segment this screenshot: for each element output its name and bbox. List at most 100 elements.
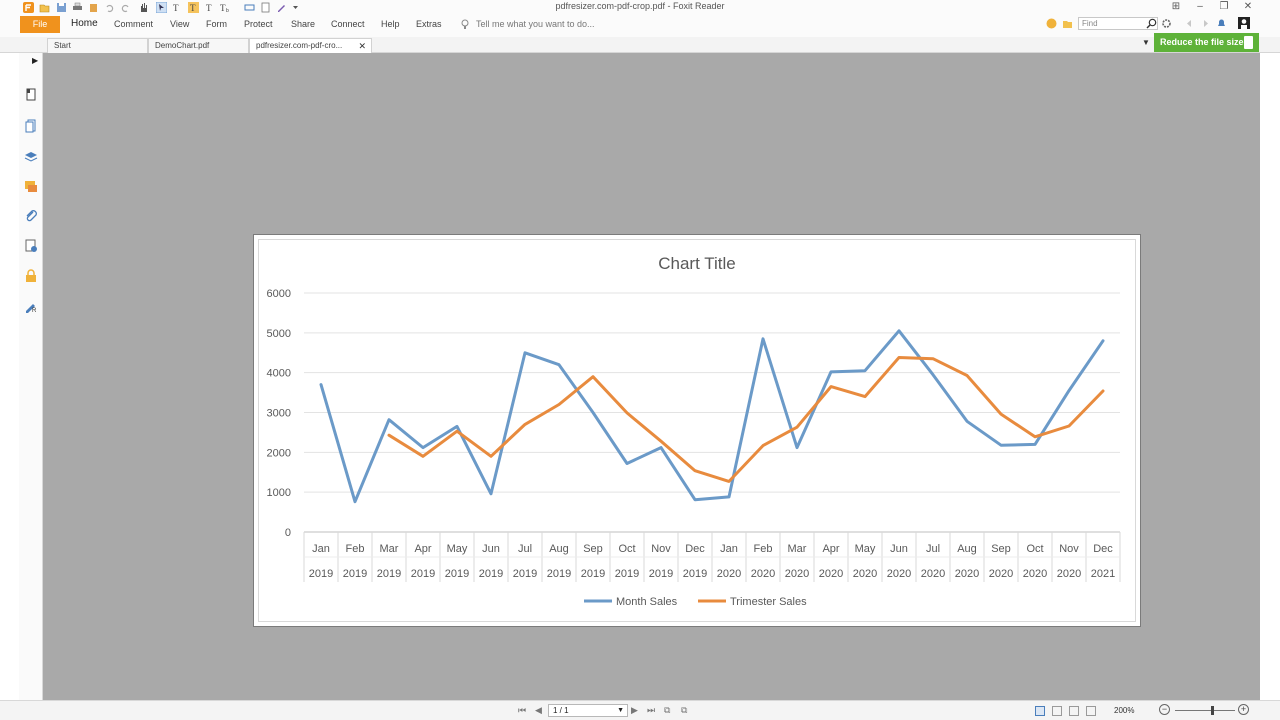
tab-connect[interactable]: Connect [331,19,365,29]
next-page-icon[interactable]: ▶ [631,705,638,715]
x-month-label: Oct [1026,543,1043,555]
svg-text:T: T [190,3,196,13]
x-month-label: Aug [957,543,977,555]
select-tool-icon[interactable] [156,2,167,13]
print-icon[interactable] [72,2,83,13]
x-month-label: Sep [583,543,603,555]
previous-result-icon[interactable] [1184,18,1195,29]
tab-extras[interactable]: Extras [416,19,442,29]
text-select-icon[interactable]: T [172,2,183,13]
ribbon-display-icon[interactable]: ⊞ [1171,1,1181,12]
x-month-label: Nov [651,543,671,555]
y-tick-label: 1000 [267,487,291,499]
doc-tab-start[interactable]: Start [47,38,148,53]
text-box-icon[interactable]: T [204,2,215,13]
close-window-icon[interactable]: ✕ [1243,1,1253,12]
save-icon[interactable] [56,2,67,13]
search-icon[interactable] [1146,18,1157,29]
x-year-label: 2020 [1023,568,1047,580]
page-dropdown-icon[interactable]: ▼ [617,707,624,714]
x-year-label: 2019 [343,568,367,580]
comments-icon[interactable] [24,179,38,193]
lightbulb-icon [461,19,469,29]
next-result-icon[interactable] [1200,18,1211,29]
previous-view-icon[interactable]: ⧉ [664,705,671,715]
collapse-ribbon-icon[interactable]: ▼ [1142,38,1150,47]
find-input[interactable]: Find [1078,17,1158,30]
previous-page-icon[interactable]: ◀ [535,705,542,715]
x-year-label: 2020 [887,568,911,580]
tab-form[interactable]: Form [206,19,227,29]
expand-panel-icon[interactable]: ▶ [32,56,39,65]
tab-share[interactable]: Share [291,19,316,29]
tab-protect[interactable]: Protect [244,19,273,29]
y-tick-label: 4000 [267,368,291,380]
pages-icon[interactable] [24,88,38,102]
x-month-label: Oct [618,543,635,555]
tab-comment[interactable]: Comment [114,19,154,29]
app-logo-icon [23,2,34,13]
document-view[interactable]: Chart Title 0 1000 2000 3000 4000 5000 6000 Ja… [43,53,1260,700]
open-icon[interactable] [39,2,50,13]
svg-text:T: T [206,3,212,13]
attachments-icon[interactable] [24,209,38,223]
x-year-label: 2020 [785,568,809,580]
undo-icon[interactable] [104,2,115,13]
minimize-icon[interactable]: – [1197,1,1203,12]
fill-sign-icon[interactable]: R [24,299,38,313]
doc-tab-demochart[interactable]: DemoChart.pdf [148,38,249,53]
window-title: pdfresizer.com-pdf-crop.pdf - Foxit Read… [555,1,725,11]
zoom-out-icon[interactable]: − [1159,704,1170,715]
hand-tool-icon[interactable] [138,2,149,13]
first-page-icon[interactable]: ⏮ [518,705,527,715]
tab-view[interactable]: View [170,19,190,29]
typewriter-icon[interactable]: T [188,2,199,13]
bookmarks-icon[interactable] [24,119,38,133]
x-month-label: Jul [926,543,940,555]
zoom-level[interactable]: 200% [1114,706,1135,715]
user-account-icon[interactable] [1238,17,1250,29]
smiley-icon[interactable] [1046,18,1057,29]
reduce-file-size-button[interactable]: Reduce the file size [1154,33,1259,52]
customize-dropdown-icon[interactable] [290,2,301,13]
x-year-label: 2019 [479,568,503,580]
x-month-label: Jun [482,543,500,555]
close-tab-icon[interactable]: ✕ [358,41,366,51]
rectangle-icon[interactable] [244,2,255,13]
page-number-input[interactable]: 1 / 1 ▼ [548,704,628,717]
series-line-month-sales [319,329,1105,504]
last-page-icon[interactable]: ⏭ [647,705,656,715]
gear-icon[interactable] [1161,18,1172,29]
x-month-label: Mar [380,543,399,555]
tab-home[interactable]: Home [71,18,98,29]
layers-icon[interactable] [24,149,38,163]
page-indicator: 1 / 1 [553,706,569,715]
next-view-icon[interactable]: ⧉ [681,705,688,715]
redo-icon[interactable] [120,2,131,13]
continuous-facing-view-icon[interactable] [1086,706,1096,716]
tab-help[interactable]: Help [381,19,400,29]
clipboard-icon[interactable] [88,2,99,13]
zoom-in-icon[interactable]: + [1238,704,1249,715]
file-tab[interactable]: File [20,16,60,33]
tell-me-search[interactable]: Tell me what you want to do... [476,19,595,29]
pencil-icon[interactable] [276,2,287,13]
restore-icon[interactable]: ❐ [1219,1,1229,12]
x-month-label: Feb [346,543,365,555]
x-year-label: 2019 [377,568,401,580]
note-icon[interactable] [260,2,271,13]
bell-icon[interactable] [1216,18,1227,29]
x-month-label: Aug [549,543,569,555]
search-folder-icon[interactable] [1062,18,1073,29]
security-icon[interactable] [24,269,38,283]
doc-tab-pdfresizer[interactable]: pdfresizer.com-pdf-cro... ✕ [249,38,372,53]
signature-icon[interactable] [24,239,38,253]
facing-view-icon[interactable] [1069,706,1079,716]
continuous-view-icon[interactable] [1052,706,1062,716]
zoom-slider[interactable] [1175,706,1235,715]
single-page-view-icon[interactable] [1035,706,1045,716]
zoom-slider-handle[interactable] [1211,706,1214,715]
